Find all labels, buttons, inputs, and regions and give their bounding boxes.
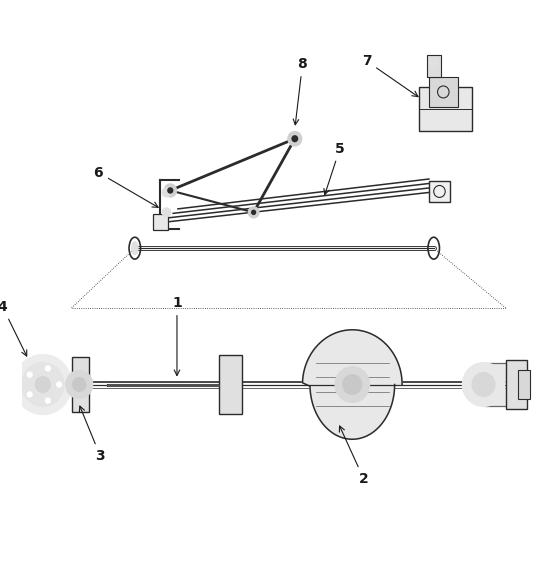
Circle shape <box>162 208 171 217</box>
Circle shape <box>162 188 171 197</box>
Circle shape <box>22 363 64 406</box>
Circle shape <box>343 374 362 394</box>
FancyBboxPatch shape <box>153 214 168 230</box>
Ellipse shape <box>131 241 139 255</box>
Polygon shape <box>302 330 402 439</box>
Circle shape <box>27 392 33 397</box>
Circle shape <box>335 367 369 402</box>
FancyBboxPatch shape <box>518 369 529 400</box>
Text: 1: 1 <box>172 296 182 376</box>
Circle shape <box>248 207 259 218</box>
FancyBboxPatch shape <box>219 355 242 414</box>
Circle shape <box>164 184 177 197</box>
Circle shape <box>27 372 33 377</box>
FancyBboxPatch shape <box>420 87 472 131</box>
Text: 3: 3 <box>79 406 105 463</box>
Text: 6: 6 <box>94 165 158 207</box>
Circle shape <box>66 370 93 398</box>
Text: 7: 7 <box>362 54 418 97</box>
Text: 8: 8 <box>293 57 307 125</box>
Circle shape <box>291 135 298 142</box>
FancyBboxPatch shape <box>72 357 89 412</box>
Circle shape <box>251 210 256 215</box>
Text: 2: 2 <box>339 426 369 486</box>
Circle shape <box>56 382 62 387</box>
Circle shape <box>14 355 72 414</box>
Circle shape <box>167 187 173 194</box>
Circle shape <box>463 363 505 406</box>
Circle shape <box>472 373 495 397</box>
Circle shape <box>288 132 302 146</box>
FancyBboxPatch shape <box>484 363 520 406</box>
Circle shape <box>35 377 50 393</box>
Circle shape <box>429 58 439 68</box>
FancyBboxPatch shape <box>429 181 450 202</box>
Text: 5: 5 <box>324 142 344 194</box>
FancyBboxPatch shape <box>427 55 442 77</box>
FancyBboxPatch shape <box>429 77 458 107</box>
Circle shape <box>72 377 86 392</box>
FancyBboxPatch shape <box>506 360 527 409</box>
Text: 4: 4 <box>0 300 26 356</box>
Circle shape <box>45 398 51 404</box>
Circle shape <box>45 365 51 371</box>
